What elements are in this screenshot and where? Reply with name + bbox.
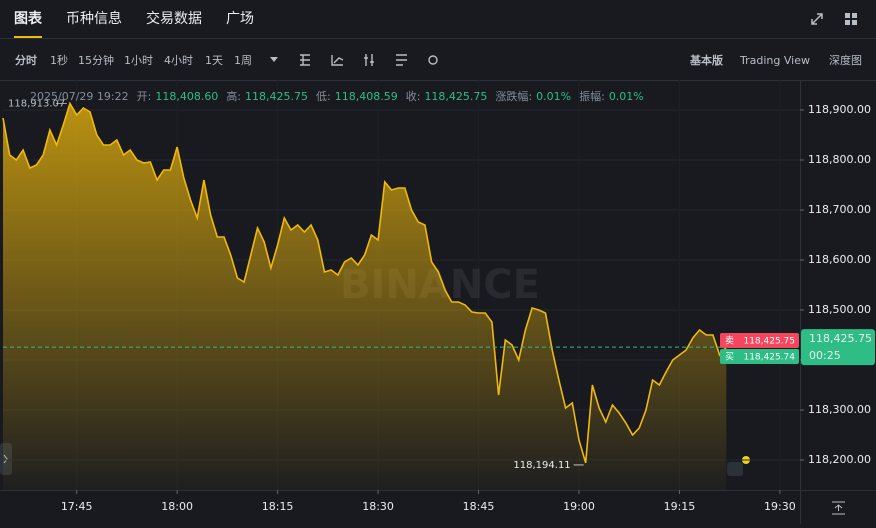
high-label: 118,913.07 (8, 98, 65, 109)
y-tick-label: 118,200.00 (808, 453, 871, 466)
x-tick-label: 18:00 (161, 500, 193, 513)
interval[interactable]: 分时 (15, 53, 37, 67)
ohlc-label: 收: (406, 89, 421, 103)
ohlc-value: 0.01% (609, 90, 644, 103)
price-line (2, 101, 727, 464)
view-option[interactable]: 基本版 (689, 53, 723, 67)
interval[interactable]: 1秒 (50, 53, 68, 67)
x-tick-label: 18:45 (463, 500, 495, 513)
interval[interactable]: 4小时 (164, 54, 193, 67)
ohlc-value: 118,425.75 (424, 90, 487, 103)
price-badge (801, 329, 875, 366)
y-tick-label: 118,900.00 (808, 103, 871, 116)
interval[interactable]: 1周 (234, 54, 252, 67)
ohlc-value: 0.01% (536, 90, 571, 103)
plot-area: BINANCE (2, 80, 800, 491)
tab[interactable]: 交易数据 (146, 10, 202, 27)
tab[interactable]: 广场 (226, 11, 254, 27)
x-tick-label: 19:30 (764, 500, 796, 513)
price-badge-value: 118,425.75 (809, 332, 872, 345)
tab[interactable]: 图表 (14, 10, 43, 27)
overlay: 118,913.07 118,194.11 118,425.75 00:25 卖 118,… (3, 89, 875, 471)
expand-icon[interactable] (811, 13, 823, 25)
ohlc-label: 涨跌幅: (495, 89, 532, 103)
ohlc-label: 振幅: (579, 89, 605, 103)
x-tick-label: 19:15 (664, 500, 696, 513)
order-price: 118,425.74 (743, 353, 795, 363)
ohlc-time: 2025/07/29 19:22 (30, 90, 129, 103)
view-option[interactable]: Trading View (739, 54, 810, 67)
interval[interactable]: 15分钟 (78, 53, 114, 67)
indicator-icon[interactable] (300, 54, 310, 66)
draw-icon[interactable] (331, 55, 344, 66)
low-label: 118,194.11 (513, 460, 570, 471)
more-intervals-dropdown[interactable] (270, 57, 278, 62)
interval[interactable]: 1小时 (124, 54, 153, 67)
order-side: 卖 (725, 336, 734, 347)
ohlc-info: 2025/07/29 19:22 开: 118,408.60 高: 118,425.75… (30, 89, 644, 103)
x-tick-label: 17:45 (61, 500, 93, 513)
view-option[interactable]: 深度图 (829, 53, 862, 67)
candle-icon[interactable] (364, 54, 374, 66)
y-tick-label: 118,600.00 (808, 253, 871, 266)
x-tick-label: 19:00 (563, 500, 595, 513)
ohlc-value: 118,408.59 (335, 90, 398, 103)
price-area (3, 103, 727, 491)
y-tick-label: 118,700.00 (808, 203, 871, 216)
order-tag (720, 333, 799, 348)
interval[interactable]: 1天 (205, 54, 223, 67)
ohlc-label: 开: (137, 90, 152, 103)
order-price: 118,425.75 (743, 337, 795, 347)
ohlc-label: 高: (226, 89, 241, 103)
ohlc-label: 低: (316, 90, 331, 103)
countdown: 00:25 (809, 349, 841, 362)
ohlc-value: 118,408.60 (155, 90, 218, 103)
auto-scale-icon[interactable] (832, 501, 845, 515)
y-tick-label: 118,500.00 (808, 303, 871, 316)
settings-list-icon[interactable] (396, 54, 407, 66)
settings-icon[interactable] (428, 55, 438, 65)
event-icon[interactable] (727, 462, 743, 476)
order-tag (720, 349, 799, 364)
y-tick-label: 118,300.00 (808, 403, 871, 416)
layout-icon[interactable] (845, 13, 857, 25)
order-side: 买 (725, 352, 734, 363)
ohlc-value: 118,425.75 (245, 90, 308, 103)
tab[interactable]: 币种信息 (66, 10, 122, 27)
x-tick-label: 18:30 (362, 500, 394, 513)
x-tick-label: 18:15 (262, 500, 294, 513)
y-tick-label: 118,800.00 (808, 153, 871, 166)
